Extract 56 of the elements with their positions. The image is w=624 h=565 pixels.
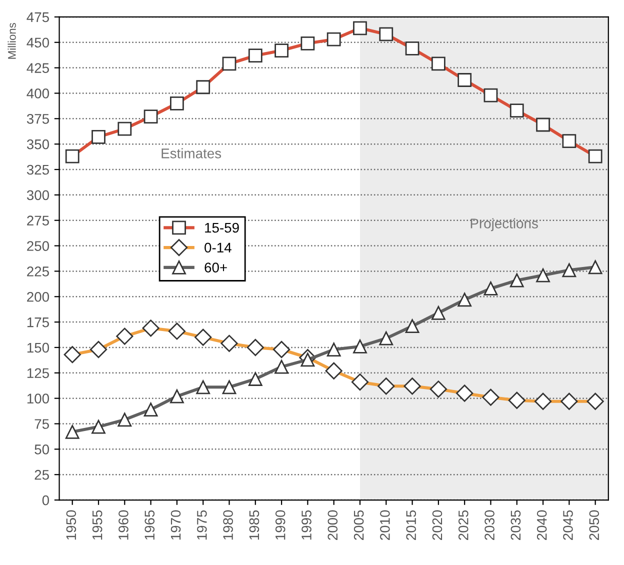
y-tick-label: 300 (26, 190, 50, 200)
x-tick-label: 1950 (66, 510, 76, 540)
x-tick-label: 2050 (589, 510, 600, 540)
y-tick-label: 375 (26, 114, 49, 124)
y-tick-label: 225 (27, 266, 49, 276)
x-tick-label: 2010 (380, 510, 390, 540)
point (300, 352, 315, 367)
x-tick-label: 1980 (223, 510, 233, 540)
y-tick-label: 475 (26, 12, 49, 22)
y-tick-label: 200 (27, 292, 50, 302)
y-tick-label: 50 (34, 444, 50, 454)
x-tick-label: 1990 (275, 510, 286, 540)
y-tick-label: 0 (42, 495, 50, 506)
point (431, 306, 446, 320)
y-tick-label: 425 (26, 63, 49, 73)
x-tick-label: 2025 (458, 510, 468, 540)
annotation: Estimates (162, 148, 222, 158)
x-tick-label: 1970 (170, 510, 181, 540)
annotation: Projections (470, 218, 538, 232)
point (588, 260, 602, 274)
y-tick-label: 175 (27, 318, 49, 328)
x-tick-label: 1975 (196, 510, 207, 540)
point (484, 282, 498, 296)
point (562, 263, 576, 278)
point (379, 331, 394, 346)
legend-label: 0-14 (204, 242, 232, 253)
x-tick-label: 2015 (406, 510, 416, 540)
x-tick-label: 1985 (249, 510, 260, 540)
y-tick-label: 325 (26, 164, 49, 175)
y-axis-title: Millions (8, 22, 16, 59)
y-tick-label: 75 (34, 419, 49, 429)
y-tick-label: 25 (34, 470, 49, 480)
x-tick-label: 2040 (536, 510, 547, 540)
x-tick-label: 2035 (510, 510, 521, 540)
point (458, 292, 472, 307)
x-tick-label: 2020 (432, 510, 442, 540)
legend-label: 60+ (204, 262, 227, 272)
point (536, 268, 550, 282)
legend-label: 15-59 (205, 222, 239, 233)
y-tick-label: 250 (27, 241, 50, 251)
y-tick-label: 350 (26, 139, 50, 150)
x-tick-label: 1965 (144, 510, 155, 540)
y-tick-label: 400 (26, 88, 50, 98)
x-tick-label: 2000 (328, 510, 338, 540)
x-tick-label: 1960 (118, 510, 128, 540)
point (510, 273, 524, 288)
y-tick-label: 275 (27, 216, 49, 226)
y-tick-label: 450 (26, 38, 50, 48)
y-tick-label: 150 (27, 342, 50, 353)
x-tick-label: 1995 (302, 510, 312, 540)
x-tick-label: 2005 (354, 510, 364, 540)
y-tick-label: 125 (27, 368, 49, 378)
y-tick-label: 100 (27, 394, 50, 404)
x-tick-label: 2030 (484, 510, 494, 540)
x-tick-label: 2045 (563, 510, 573, 540)
x-tick-label: 1955 (92, 510, 102, 540)
